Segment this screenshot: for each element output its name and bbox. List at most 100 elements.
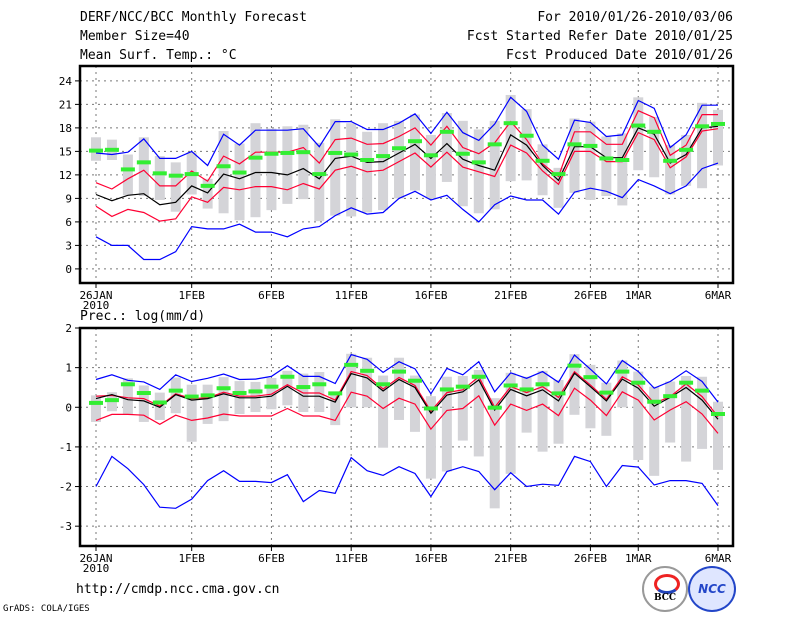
ensemble-box bbox=[441, 113, 452, 182]
ensemble-box bbox=[553, 379, 564, 444]
ensemble-box bbox=[473, 370, 484, 457]
observed-marker bbox=[328, 391, 343, 396]
observed-marker bbox=[567, 363, 582, 368]
ensemble-box bbox=[649, 386, 660, 476]
observed-marker bbox=[471, 160, 486, 165]
x-tick-sublabel: 2010 bbox=[83, 562, 110, 575]
variable-label: Mean Surf. Temp.: °C bbox=[80, 48, 237, 63]
ensemble-box bbox=[362, 357, 373, 408]
ensemble-box bbox=[314, 371, 325, 413]
ensemble-box bbox=[378, 375, 389, 448]
member-size: Member Size=40 bbox=[80, 29, 190, 44]
observed-marker bbox=[487, 142, 502, 147]
plot-frame bbox=[78, 326, 735, 548]
observed-marker bbox=[407, 378, 422, 383]
ensemble-box bbox=[585, 121, 596, 200]
y-tick-label: 9 bbox=[65, 192, 72, 205]
observed-marker bbox=[136, 391, 151, 396]
observed-marker bbox=[232, 391, 247, 396]
ensemble-box bbox=[537, 144, 548, 196]
observed-marker bbox=[455, 384, 470, 389]
observed-marker bbox=[647, 129, 662, 134]
observed-marker bbox=[423, 153, 438, 158]
observed-marker bbox=[695, 124, 710, 129]
ensemble-box bbox=[298, 124, 309, 200]
ensemble-box bbox=[154, 156, 165, 200]
ensemble-box bbox=[202, 384, 213, 424]
observed-marker bbox=[312, 172, 327, 177]
x-tick-label: 1MAR bbox=[625, 552, 652, 565]
ensemble-box bbox=[665, 381, 676, 443]
observed-marker bbox=[695, 388, 710, 393]
observed-marker bbox=[503, 383, 518, 388]
bcc-logo: BCC bbox=[642, 566, 688, 612]
observed-marker bbox=[89, 148, 103, 153]
observed-marker bbox=[487, 405, 502, 410]
observed-marker bbox=[551, 172, 566, 177]
observed-marker bbox=[360, 158, 375, 163]
ensemble-box bbox=[665, 145, 676, 195]
y-tick-label: 24 bbox=[59, 75, 73, 88]
observed-marker bbox=[248, 389, 263, 394]
series-lower-line bbox=[95, 387, 719, 434]
ensemble-box bbox=[202, 178, 213, 209]
observed-marker bbox=[631, 123, 646, 128]
ensemble-box bbox=[122, 378, 133, 415]
x-tick-label: 21FEB bbox=[494, 552, 527, 565]
x-tick-label: 1MAR bbox=[625, 289, 652, 302]
ensemble-box bbox=[330, 119, 341, 216]
ensemble-box bbox=[601, 382, 612, 436]
forecast-period: For 2010/01/26-2010/03/06 bbox=[537, 10, 733, 25]
ensemble-box bbox=[282, 370, 293, 406]
ensemble-box bbox=[282, 126, 293, 204]
forecast-start-date: Fcst Started Refer Date 2010/01/25 bbox=[466, 29, 733, 44]
ensemble-box bbox=[489, 120, 500, 210]
y-tick-label: -3 bbox=[59, 520, 72, 533]
bcc-logo-text: BCC bbox=[653, 593, 677, 603]
ensemble-box bbox=[394, 357, 405, 420]
observed-marker bbox=[711, 121, 725, 126]
observed-marker bbox=[439, 387, 454, 392]
ensemble-box bbox=[505, 94, 516, 182]
y-tick-label: 2 bbox=[65, 322, 72, 335]
observed-marker bbox=[120, 167, 135, 172]
observed-marker bbox=[663, 394, 678, 399]
observed-marker bbox=[535, 382, 550, 387]
observed-marker bbox=[200, 393, 215, 398]
observed-marker bbox=[136, 160, 151, 165]
ensemble-box bbox=[394, 120, 405, 199]
observed-marker bbox=[344, 362, 359, 367]
observed-marker bbox=[519, 387, 534, 392]
series-lower-line bbox=[95, 128, 719, 222]
observed-marker bbox=[599, 390, 614, 395]
observed-marker bbox=[104, 398, 119, 403]
ensemble-box bbox=[681, 375, 692, 462]
ensemble-box bbox=[521, 376, 532, 433]
observed-marker bbox=[264, 384, 279, 389]
website-url: http://cmdp.ncc.cma.gov.cn bbox=[76, 582, 280, 597]
observed-marker bbox=[344, 152, 359, 157]
observed-marker bbox=[663, 158, 678, 163]
observed-marker bbox=[152, 171, 167, 176]
series-upper-line bbox=[95, 109, 718, 190]
x-tick-label: 16FEB bbox=[414, 552, 447, 565]
ensemble-box bbox=[346, 123, 357, 217]
observed-marker bbox=[615, 158, 630, 163]
observed-marker bbox=[360, 368, 375, 373]
y-tick-label: 15 bbox=[59, 145, 72, 158]
observed-marker bbox=[89, 400, 103, 405]
x-tick-label: 1FEB bbox=[178, 289, 205, 302]
observed-marker bbox=[152, 400, 167, 405]
ensemble-box bbox=[633, 371, 644, 460]
ensemble-box bbox=[697, 102, 708, 189]
x-tick-sublabel: 2010 bbox=[83, 299, 110, 312]
ensemble-box bbox=[457, 120, 468, 207]
observed-marker bbox=[216, 164, 231, 169]
observed-marker bbox=[567, 142, 582, 147]
series-mean-line bbox=[95, 372, 719, 420]
observed-marker bbox=[599, 156, 614, 161]
observed-marker bbox=[280, 150, 295, 155]
observed-marker bbox=[168, 173, 183, 178]
